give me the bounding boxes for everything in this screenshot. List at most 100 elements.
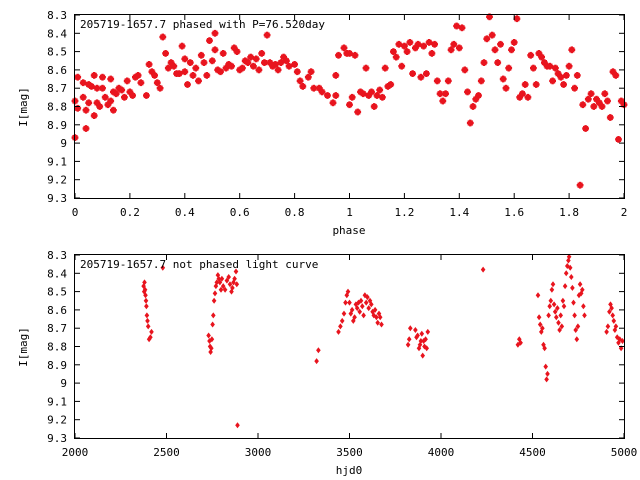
phased-data-point [335, 51, 342, 59]
light-curve-data-point [211, 297, 217, 304]
light-curve-data-point [375, 319, 380, 326]
phased-data-point [74, 104, 82, 112]
phased-data-point [233, 48, 241, 55]
phased-data-point [85, 99, 93, 107]
phased-data-point [99, 84, 106, 92]
light-curve-data-point [546, 312, 551, 319]
phased-data-point [491, 46, 499, 54]
phased-y-tick-label: 8.6 [47, 64, 67, 77]
phased-data-point [258, 50, 266, 57]
phased-x-tick-label: 2 [621, 206, 628, 219]
phased-data-point [181, 55, 189, 63]
phased-y-tick-label: 9.2 [47, 174, 67, 187]
light-curve-data-point [535, 292, 541, 299]
light-curve-data-point [605, 323, 611, 330]
light-curve-data-point [561, 303, 567, 310]
phased-data-point [601, 90, 609, 98]
phased-data-point [387, 81, 395, 88]
phased-data-point [134, 72, 142, 79]
light-curve-data-point [419, 330, 425, 337]
light-curve-data-point [360, 303, 365, 310]
light-curve-chart-title: 205719-1657.7 not phased light curve [80, 258, 318, 271]
phased-data-point [442, 90, 449, 98]
phased-data-point [469, 103, 477, 110]
light-curve-data-point [210, 321, 215, 328]
phased-data-point [398, 62, 406, 70]
light-curve-x-tick-label: 3500 [336, 446, 363, 459]
phased-x-ticks: 0 0.2 0.4 0.6 0.8 1 1.2 1.4 1.6 1.8 2 [72, 15, 628, 219]
phased-data-point [563, 72, 570, 79]
light-curve-data-point [145, 323, 151, 330]
light-curve-data-point [547, 303, 552, 310]
light-curve-y-tick-label: 9.2 [47, 414, 67, 427]
phased-data-point [598, 103, 606, 110]
phased-data-point [606, 114, 614, 121]
light-curve-data-point [544, 376, 549, 383]
phased-plot-frame [74, 14, 625, 199]
light-curve-data-point [549, 286, 555, 293]
phased-data-point [118, 86, 126, 94]
phased-data-point [332, 92, 340, 99]
light-curve-points [141, 253, 625, 429]
light-curve-data-point [347, 299, 352, 306]
phased-data-point [510, 39, 518, 46]
phased-data-point [156, 84, 164, 92]
phased-data-point [263, 31, 271, 39]
phased-x-tick-label: 0.8 [285, 206, 305, 219]
phased-data-point [346, 101, 353, 109]
light-curve-data-point [211, 312, 216, 319]
light-curve-data-point [582, 312, 587, 319]
light-curve-data-point [551, 301, 557, 308]
light-curve-data-point [480, 266, 486, 273]
light-curve-data-point [577, 281, 583, 288]
phased-data-point [508, 46, 515, 54]
phased-x-tick-label: 0.2 [120, 206, 140, 219]
phased-data-point [568, 46, 576, 54]
phased-data-point [82, 125, 90, 132]
phased-data-point [475, 92, 482, 99]
light-curve-data-point [405, 341, 411, 348]
light-curve-data-point [572, 312, 577, 319]
phased-x-tick-label: 0 [72, 206, 79, 219]
phased-chart: 0 0.2 0.4 0.6 0.8 1 1.2 1.4 1.6 1.8 2 8.3 8.4 8.5 8.6… [17, 9, 628, 237]
phased-data-point [483, 35, 491, 43]
phased-data-point [354, 108, 362, 116]
light-curve-y-tick-label: 8.8 [47, 341, 67, 354]
phased-data-point [370, 103, 378, 110]
light-curve-data-point [406, 336, 412, 343]
phased-data-point [299, 83, 307, 90]
phased-data-point [494, 59, 502, 66]
light-curve-data-point [316, 347, 321, 354]
phased-y-tick-label: 8.8 [47, 101, 67, 114]
phased-data-point [110, 106, 117, 114]
light-curve-data-point [425, 328, 431, 335]
light-curve-x-tick-label: 4000 [428, 446, 455, 459]
phased-data-point [170, 62, 178, 70]
phased-data-point [293, 68, 301, 76]
phased-data-point [203, 72, 211, 79]
phased-data-point [74, 73, 82, 81]
phased-y-tick-label: 8.4 [47, 27, 67, 40]
phased-data-point [186, 59, 194, 66]
phased-data-point [376, 86, 384, 94]
phased-data-point [519, 90, 526, 98]
phased-data-point [409, 70, 416, 77]
light-curve-y-tick-label: 8.7 [47, 322, 67, 335]
light-curve-y-tick-label: 8.9 [47, 359, 67, 372]
phased-data-point [90, 72, 98, 79]
phased-data-point [368, 88, 375, 96]
light-curve-data-point [314, 358, 319, 365]
light-curve-y-axis-label: I[mag] [17, 327, 30, 367]
light-curve-y-tick-label: 9.3 [47, 432, 67, 445]
phased-data-point [307, 68, 315, 76]
phased-data-point [107, 97, 115, 105]
light-curve-data-point [144, 303, 149, 310]
light-curve-data-point [235, 422, 240, 429]
phased-data-point [497, 40, 504, 48]
phased-data-point [181, 68, 189, 76]
phased-data-point [527, 51, 535, 59]
phased-data-point [329, 99, 337, 107]
phased-data-point [502, 84, 510, 92]
light-curve-data-point [343, 299, 348, 306]
